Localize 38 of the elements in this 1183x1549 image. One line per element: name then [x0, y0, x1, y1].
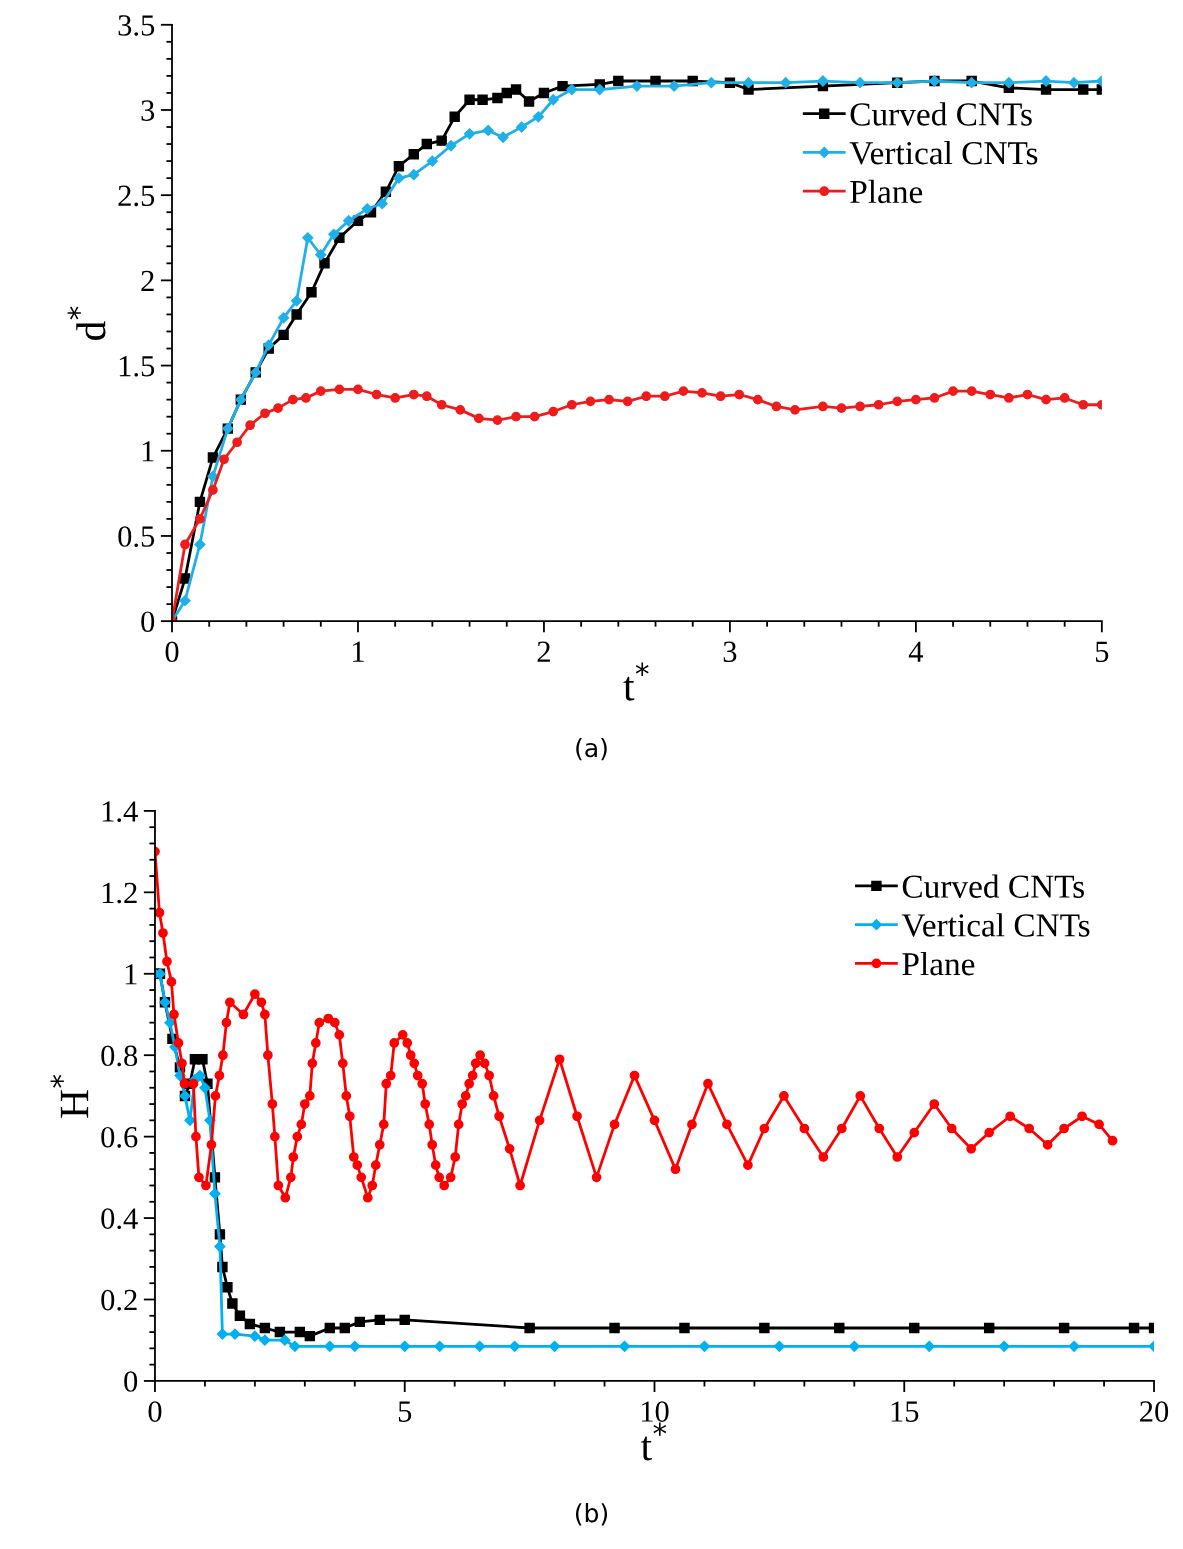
y-tick-label: 0.4 [101, 1208, 138, 1230]
y-tick-label: 1.2 [102, 882, 137, 904]
x-tick-label: 1 [353, 641, 364, 662]
x-tick-label: 5 [1095, 641, 1109, 663]
y-tick-label: 0.2 [101, 1289, 137, 1311]
x-axis-title: t$^{*}$ [640, 1422, 667, 1461]
y-tick-label: 0.6 [101, 1126, 138, 1148]
legend-label: Curved CNTs [902, 874, 1084, 898]
y-tick-label: 0.5 [118, 526, 155, 547]
y-tick-label: 0.8 [101, 1045, 138, 1067]
text: (a) [576, 737, 607, 761]
x-tick-label: 4 [908, 641, 924, 662]
y-tick-label: 2.5 [118, 185, 155, 207]
y-tick-label: 3 [141, 100, 155, 121]
x-tick-label: 15 [891, 1401, 919, 1422]
text: (b) [575, 1503, 608, 1526]
y-tick-label: 1.4 [102, 801, 138, 822]
y-axis-title: d$^{*}$ [67, 306, 106, 340]
y-tick-label: 1 [125, 964, 137, 985]
legend-label: Vertical CNTs [901, 913, 1090, 937]
x-tick-label: 3 [723, 641, 737, 663]
y-tick-label: 0 [141, 611, 155, 633]
legend-label: Curved CNTs [850, 102, 1032, 126]
x-tick-label: 10 [641, 1401, 669, 1422]
x-tick-label: 5 [398, 1401, 412, 1422]
y-axis-title: H$^{*}$ [50, 1074, 89, 1118]
y-tick-label: 0 [124, 1371, 138, 1392]
legend-label: Plane [902, 951, 975, 976]
y-tick-label: 3.5 [118, 15, 155, 36]
x-tick-label: 0 [165, 641, 179, 663]
legend-label: Plane [850, 179, 923, 204]
y-tick-label: 1.5 [119, 355, 155, 377]
legend-label: Vertical CNTs [849, 140, 1038, 165]
x-tick-label: 2 [537, 641, 550, 662]
y-tick-label: 2 [141, 270, 154, 291]
x-tick-label: 20 [1140, 1401, 1169, 1422]
x-axis-title: t$^{*}$ [623, 662, 649, 701]
y-tick-label: 1 [142, 441, 154, 462]
